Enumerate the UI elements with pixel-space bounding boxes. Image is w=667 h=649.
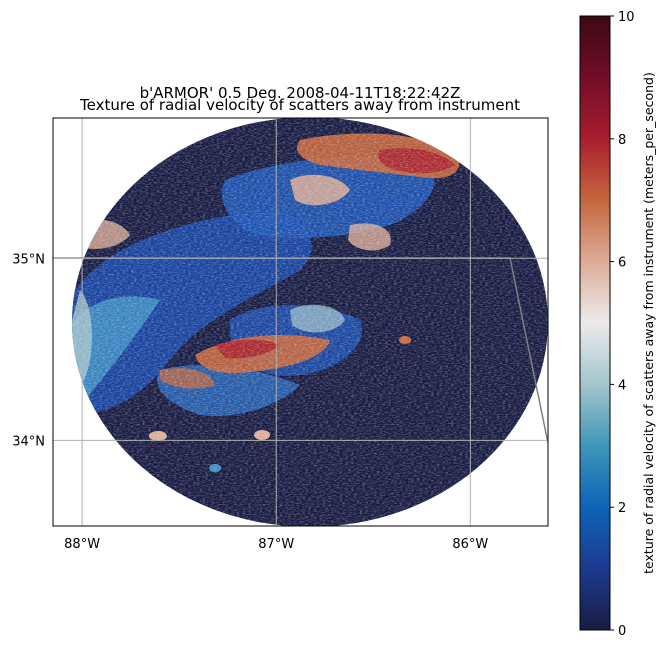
colorbar: 0 2 4 6 8 10 texture of radial velocity of sc… (579, 10, 656, 639)
colorbar-label: texture of radial velocity of scatters a… (641, 72, 656, 574)
title-line-2: Texture of radial velocity of scatters a… (79, 96, 520, 114)
lon-tick-labels: 88°W 87°W 86°W (64, 537, 488, 552)
lat-tick-label: 35°N (12, 252, 45, 267)
lon-tick-label: 87°W (258, 537, 294, 552)
map-axes: 88°W 87°W 86°W 35°N 34°N (12, 117, 549, 552)
colorbar-ticks: 0 2 4 6 8 10 (610, 10, 635, 639)
colorbar-tick-label: 10 (618, 10, 635, 25)
map-frame (52, 117, 549, 527)
title-line-1: b'ARMOR' 0.5 Deg. 2008-04-11T18:22:42Z (140, 84, 461, 102)
colorbar-tick-label: 8 (618, 133, 626, 148)
lat-tick-label: 34°N (12, 434, 45, 449)
colorbar-tick-label: 4 (618, 378, 626, 393)
gridlines (53, 118, 548, 526)
speckle-overlay (72, 118, 548, 526)
colorbar-tick-label: 6 (618, 256, 626, 271)
colorbar-tick-label: 2 (618, 501, 626, 516)
colorbar-scale (579, 15, 611, 631)
lon-tick-label: 86°W (452, 537, 488, 552)
radar-sweep (72, 118, 548, 526)
lat-tick-labels: 35°N 34°N (12, 252, 45, 449)
lon-tick-label: 88°W (64, 537, 100, 552)
colorbar-tick-label: 0 (618, 624, 626, 639)
